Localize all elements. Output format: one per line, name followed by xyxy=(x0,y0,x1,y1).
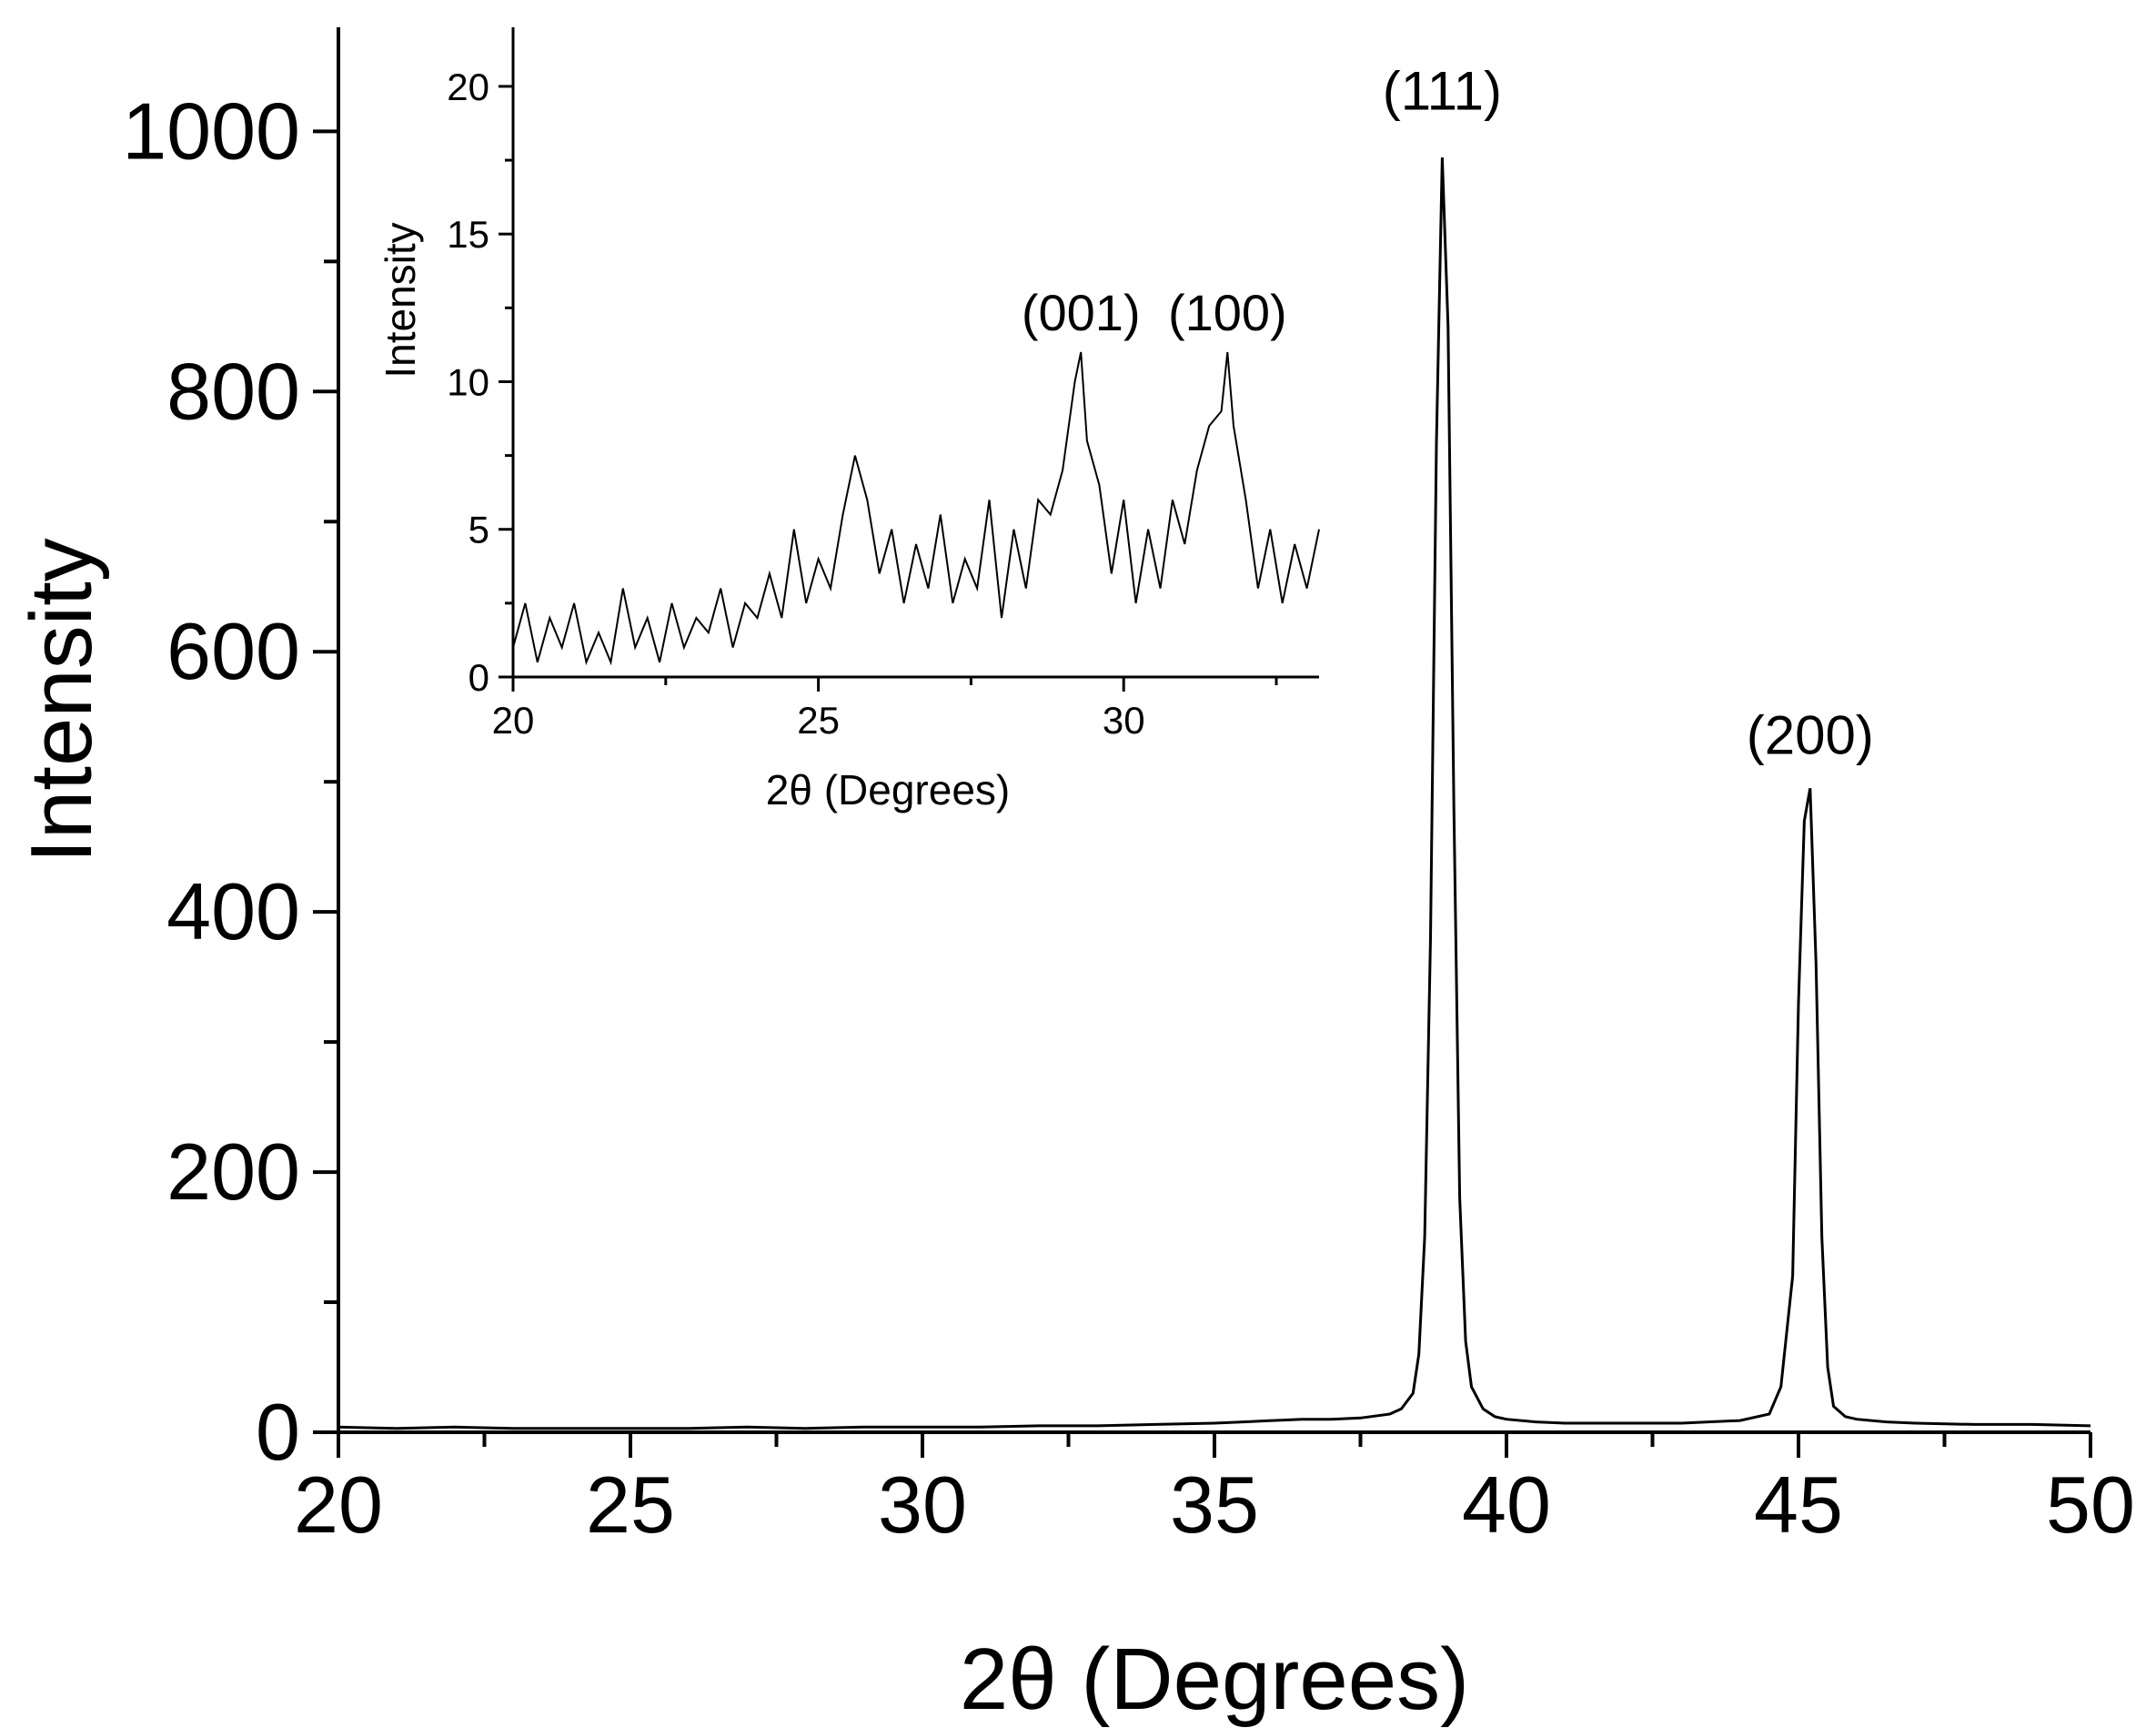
main-x-tick-label: 50 xyxy=(2046,1460,2135,1550)
inset-x-ticks: 20 25 30 xyxy=(492,677,1278,742)
main-x-tick-label: 40 xyxy=(1462,1460,1551,1550)
inset-peak-label: (100) xyxy=(1168,284,1287,341)
inset-x-tick-label: 20 xyxy=(492,699,535,742)
inset-y-ticks: 0 5 10 15 20 xyxy=(447,66,513,699)
main-x-tick-label: 35 xyxy=(1170,1460,1259,1550)
main-peak-label: (200) xyxy=(1747,704,1874,765)
main-series-line xyxy=(338,157,2091,1430)
inset-annotations: (001) (100) xyxy=(1022,284,1287,341)
main-annotations: (111) (200) xyxy=(1383,61,1874,766)
main-x-tick-label: 30 xyxy=(878,1460,967,1550)
main-y-tick-label: 1000 xyxy=(122,86,300,176)
main-y-tick-label: 600 xyxy=(166,606,300,696)
inset-peak-label: (001) xyxy=(1022,284,1141,341)
main-x-ticks: 20 25 30 35 40 45 50 xyxy=(294,1432,2135,1550)
main-peak-label: (111) xyxy=(1383,61,1502,122)
inset-y-tick-label: 0 xyxy=(468,656,489,699)
inset-y-tick-label: 20 xyxy=(447,66,489,108)
main-x-tick-label: 45 xyxy=(1754,1460,1843,1550)
inset-y-tick-label: 10 xyxy=(447,360,489,403)
main-x-axis-title: 2θ (Degrees) xyxy=(960,1631,1469,1728)
main-y-tick-label: 0 xyxy=(256,1387,300,1477)
main-y-tick-label: 200 xyxy=(166,1127,300,1217)
main-x-tick-label: 25 xyxy=(586,1460,675,1550)
inset-x-tick-label: 30 xyxy=(1103,699,1145,742)
inset-x-tick-label: 25 xyxy=(797,699,840,742)
inset-y-axis-title: Intensity xyxy=(377,222,424,378)
main-y-tick-label: 400 xyxy=(166,866,300,956)
inset-y-tick-label: 15 xyxy=(447,213,489,256)
main-y-axis-title: Intensity xyxy=(13,538,110,864)
main-y-ticks: 0 200 400 600 800 1000 xyxy=(122,86,338,1477)
main-y-tick-label: 800 xyxy=(166,346,300,436)
inset-y-tick-label: 5 xyxy=(468,509,489,551)
main-x-tick-label: 20 xyxy=(294,1460,383,1550)
inset-series-line xyxy=(512,351,1320,666)
inset-x-axis-title: 2θ (Degrees) xyxy=(766,766,1010,813)
